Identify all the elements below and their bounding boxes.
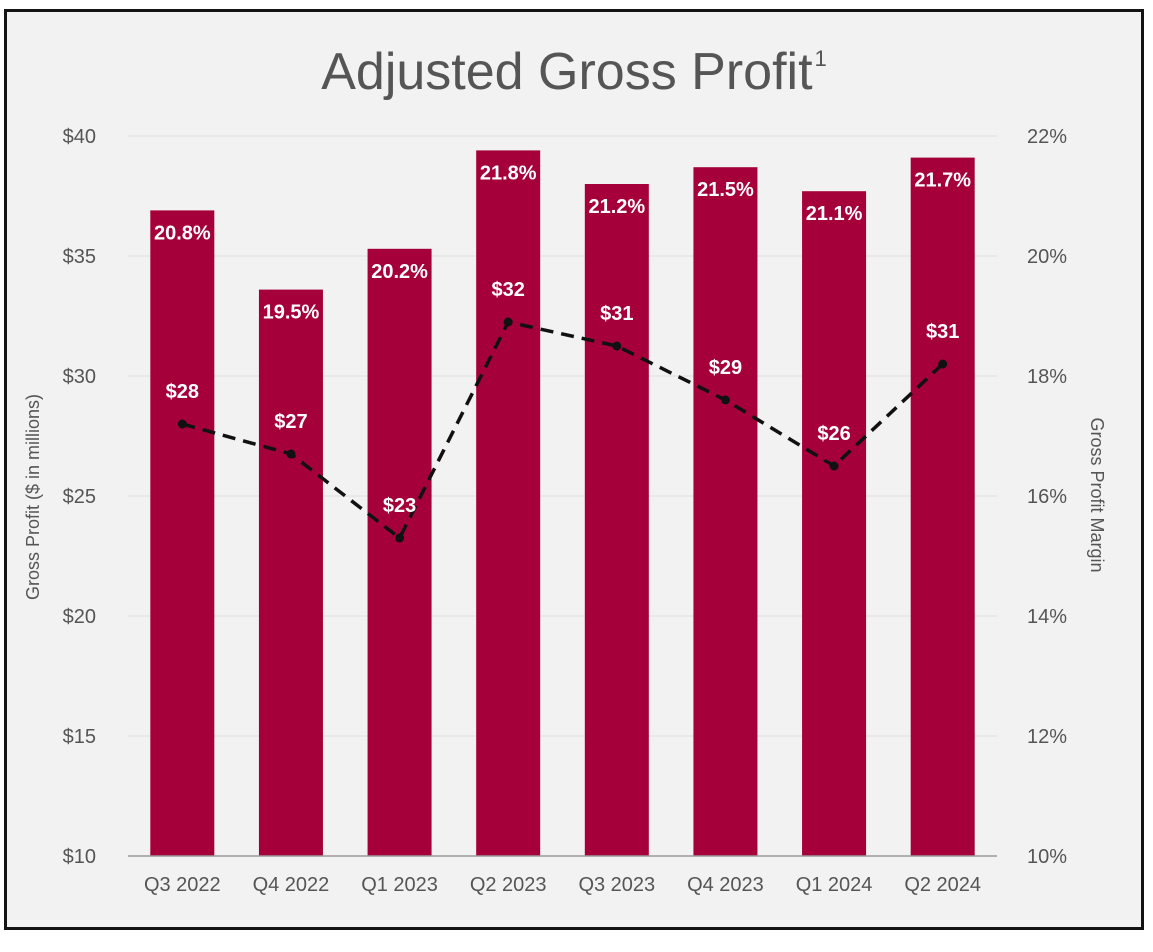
margin-line-path: [181, 319, 944, 541]
line-point: [503, 317, 513, 327]
y-tick-label: $10: [63, 846, 96, 868]
line-point: [612, 341, 622, 351]
line-point-label: $29: [709, 357, 742, 379]
bar: [802, 191, 867, 856]
title-footnote-marker: 1: [814, 46, 827, 71]
line-point-label: $31: [926, 321, 959, 343]
y-tick-label: $15: [63, 726, 96, 748]
bar: [910, 157, 975, 857]
y2-tick-label: 10%: [1027, 846, 1067, 868]
y2-tick-label: 16%: [1027, 486, 1067, 508]
bar: [258, 289, 323, 857]
line-point-label: $27: [274, 411, 307, 433]
x-tick-label: Q4 2023: [687, 874, 764, 896]
line-point: [286, 449, 296, 459]
y-tick-label: $35: [63, 246, 96, 268]
x-tick-label: Q4 2022: [253, 874, 330, 896]
y-tick-label: $25: [63, 486, 96, 508]
data-labels: 20.8% 19.5% 20.2% 21.8% 21.2% 21.5% 21.1% 21.7%…: [154, 162, 971, 517]
line-point: [938, 359, 948, 369]
y2-tick-label: 18%: [1027, 366, 1067, 388]
bars: [150, 150, 975, 857]
bar-label: 21.7%: [914, 170, 971, 192]
line-point-label: $26: [817, 423, 850, 445]
y-tick-label: $40: [63, 126, 96, 148]
gridlines: [128, 135, 997, 737]
x-tick-label: Q1 2023: [361, 874, 438, 896]
chart-title: Adjusted Gross Profit1: [7, 42, 1141, 102]
bar-label: 20.2%: [371, 261, 428, 283]
x-tick-label: Q1 2024: [796, 874, 873, 896]
y-tick-label: $30: [63, 366, 96, 388]
x-tick-label: Q2 2024: [904, 874, 981, 896]
x-tick-label: Q2 2023: [470, 874, 547, 896]
bar: [584, 184, 649, 856]
line-point: [395, 533, 405, 543]
bar: [476, 150, 541, 856]
bar: [150, 210, 215, 856]
margin-line: [177, 317, 948, 543]
y-axis-title: Gross Profit ($ in millions): [23, 394, 43, 600]
y2-tick-label: 20%: [1027, 246, 1067, 268]
y2-tick-label: 12%: [1027, 726, 1067, 748]
y-tick-label: $20: [63, 606, 96, 628]
x-tick-label: Q3 2023: [578, 874, 655, 896]
bar-label: 20.8%: [154, 222, 211, 244]
bar-label: 19.5%: [263, 302, 320, 324]
line-point: [177, 419, 187, 429]
chart-title-text: Adjusted Gross Profit: [321, 43, 813, 101]
y2-tick-label: 14%: [1027, 606, 1067, 628]
line-point: [829, 461, 839, 471]
bar: [367, 248, 432, 857]
y2-tick-label: 22%: [1027, 126, 1067, 148]
axes: $10 $15 $20 $25 $30 $35 $40 10% 12% 14% 16% 18% 20% 2…: [63, 126, 1068, 896]
line-point-label: $32: [492, 279, 525, 301]
bar-label: 21.1%: [806, 203, 863, 225]
x-tick-label: Q3 2022: [144, 874, 221, 896]
bar-label: 21.5%: [697, 179, 754, 201]
bar: [693, 167, 758, 856]
line-point: [720, 395, 730, 405]
bar-label: 21.2%: [588, 196, 645, 218]
line-point-label: $23: [383, 495, 416, 517]
line-point-label: $31: [600, 303, 633, 325]
line-point-label: $28: [166, 381, 199, 403]
bar-label: 21.8%: [480, 162, 537, 184]
y2-axis-title: Gross Profit Margin: [1087, 417, 1107, 572]
